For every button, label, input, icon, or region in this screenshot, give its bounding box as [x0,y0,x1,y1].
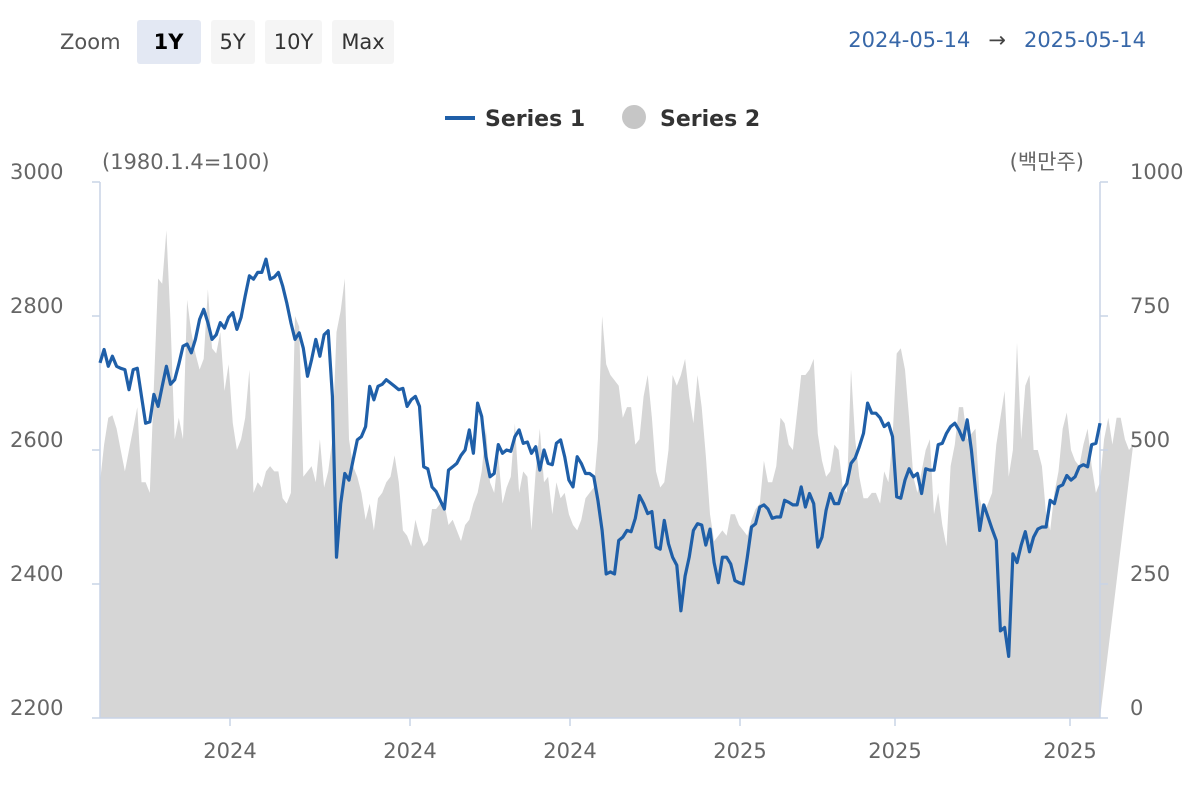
legend-series2-label[interactable]: Series 2 [660,107,760,132]
date-to[interactable]: 2025-05-14 [1023,28,1146,52]
zoom-max-button[interactable]: Max [332,20,394,64]
x-tick-label: 2025 [868,739,921,763]
right-tick-label: 0 [1130,696,1143,720]
zoom-10y-button[interactable]: 10Y [264,20,323,64]
series2-volume-area [100,230,1134,718]
left-tick-label: 2200 [10,696,63,720]
right-axis-unit: (백만주) [1010,150,1084,174]
volume-area-layer [100,230,1134,718]
right-tick-label: 750 [1130,294,1170,318]
zoom-toolbar: Zoom 1Y 5Y 10Y Max [60,20,394,64]
x-tick-label: 2025 [713,739,766,763]
right-tick-label: 500 [1130,428,1170,452]
left-axis-unit: (1980.1.4=100) [102,150,270,174]
x-tick-label: 2024 [543,739,596,763]
axes-layer: 3000 2800 2600 2400 2200 1000 750 500 250 0 2024 20… [10,160,1183,763]
left-tick-label: 2800 [10,294,63,318]
zoom-label: Zoom [60,30,121,54]
left-tick-label: 3000 [10,160,63,184]
legend: Series 1 Series 2 [445,105,760,132]
x-tick-label: 2024 [203,739,256,763]
right-tick-label: 1000 [1130,160,1183,184]
legend-series1-label[interactable]: Series 1 [485,107,585,132]
x-tick-label: 2025 [1043,739,1096,763]
zoom-1y-button[interactable]: 1Y [136,20,201,64]
price-line-layer [98,257,1102,659]
date-from[interactable]: 2024-05-14 [848,28,971,52]
series1-price-line [98,257,1102,659]
legend-series2-swatch [622,105,646,129]
left-tick-label: 2600 [10,428,63,452]
date-arrow: → [988,28,1006,52]
zoom-5y-button[interactable]: 5Y [210,20,255,64]
x-tick-label: 2024 [383,739,436,763]
right-tick-label: 250 [1130,562,1170,586]
left-tick-label: 2400 [10,562,63,586]
date-range: 2024-05-14 → 2025-05-14 [848,28,1146,52]
